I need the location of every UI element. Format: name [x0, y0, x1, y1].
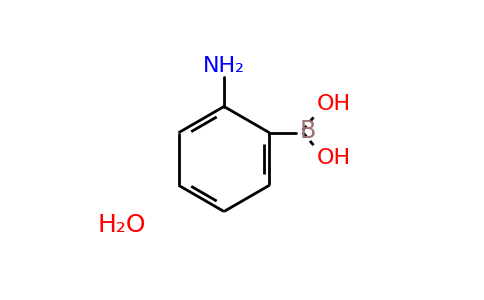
Text: NH₂: NH₂: [203, 56, 245, 76]
Text: B: B: [300, 119, 317, 143]
Text: OH: OH: [317, 148, 350, 168]
Text: OH: OH: [317, 94, 350, 114]
Text: H₂O: H₂O: [98, 213, 146, 237]
